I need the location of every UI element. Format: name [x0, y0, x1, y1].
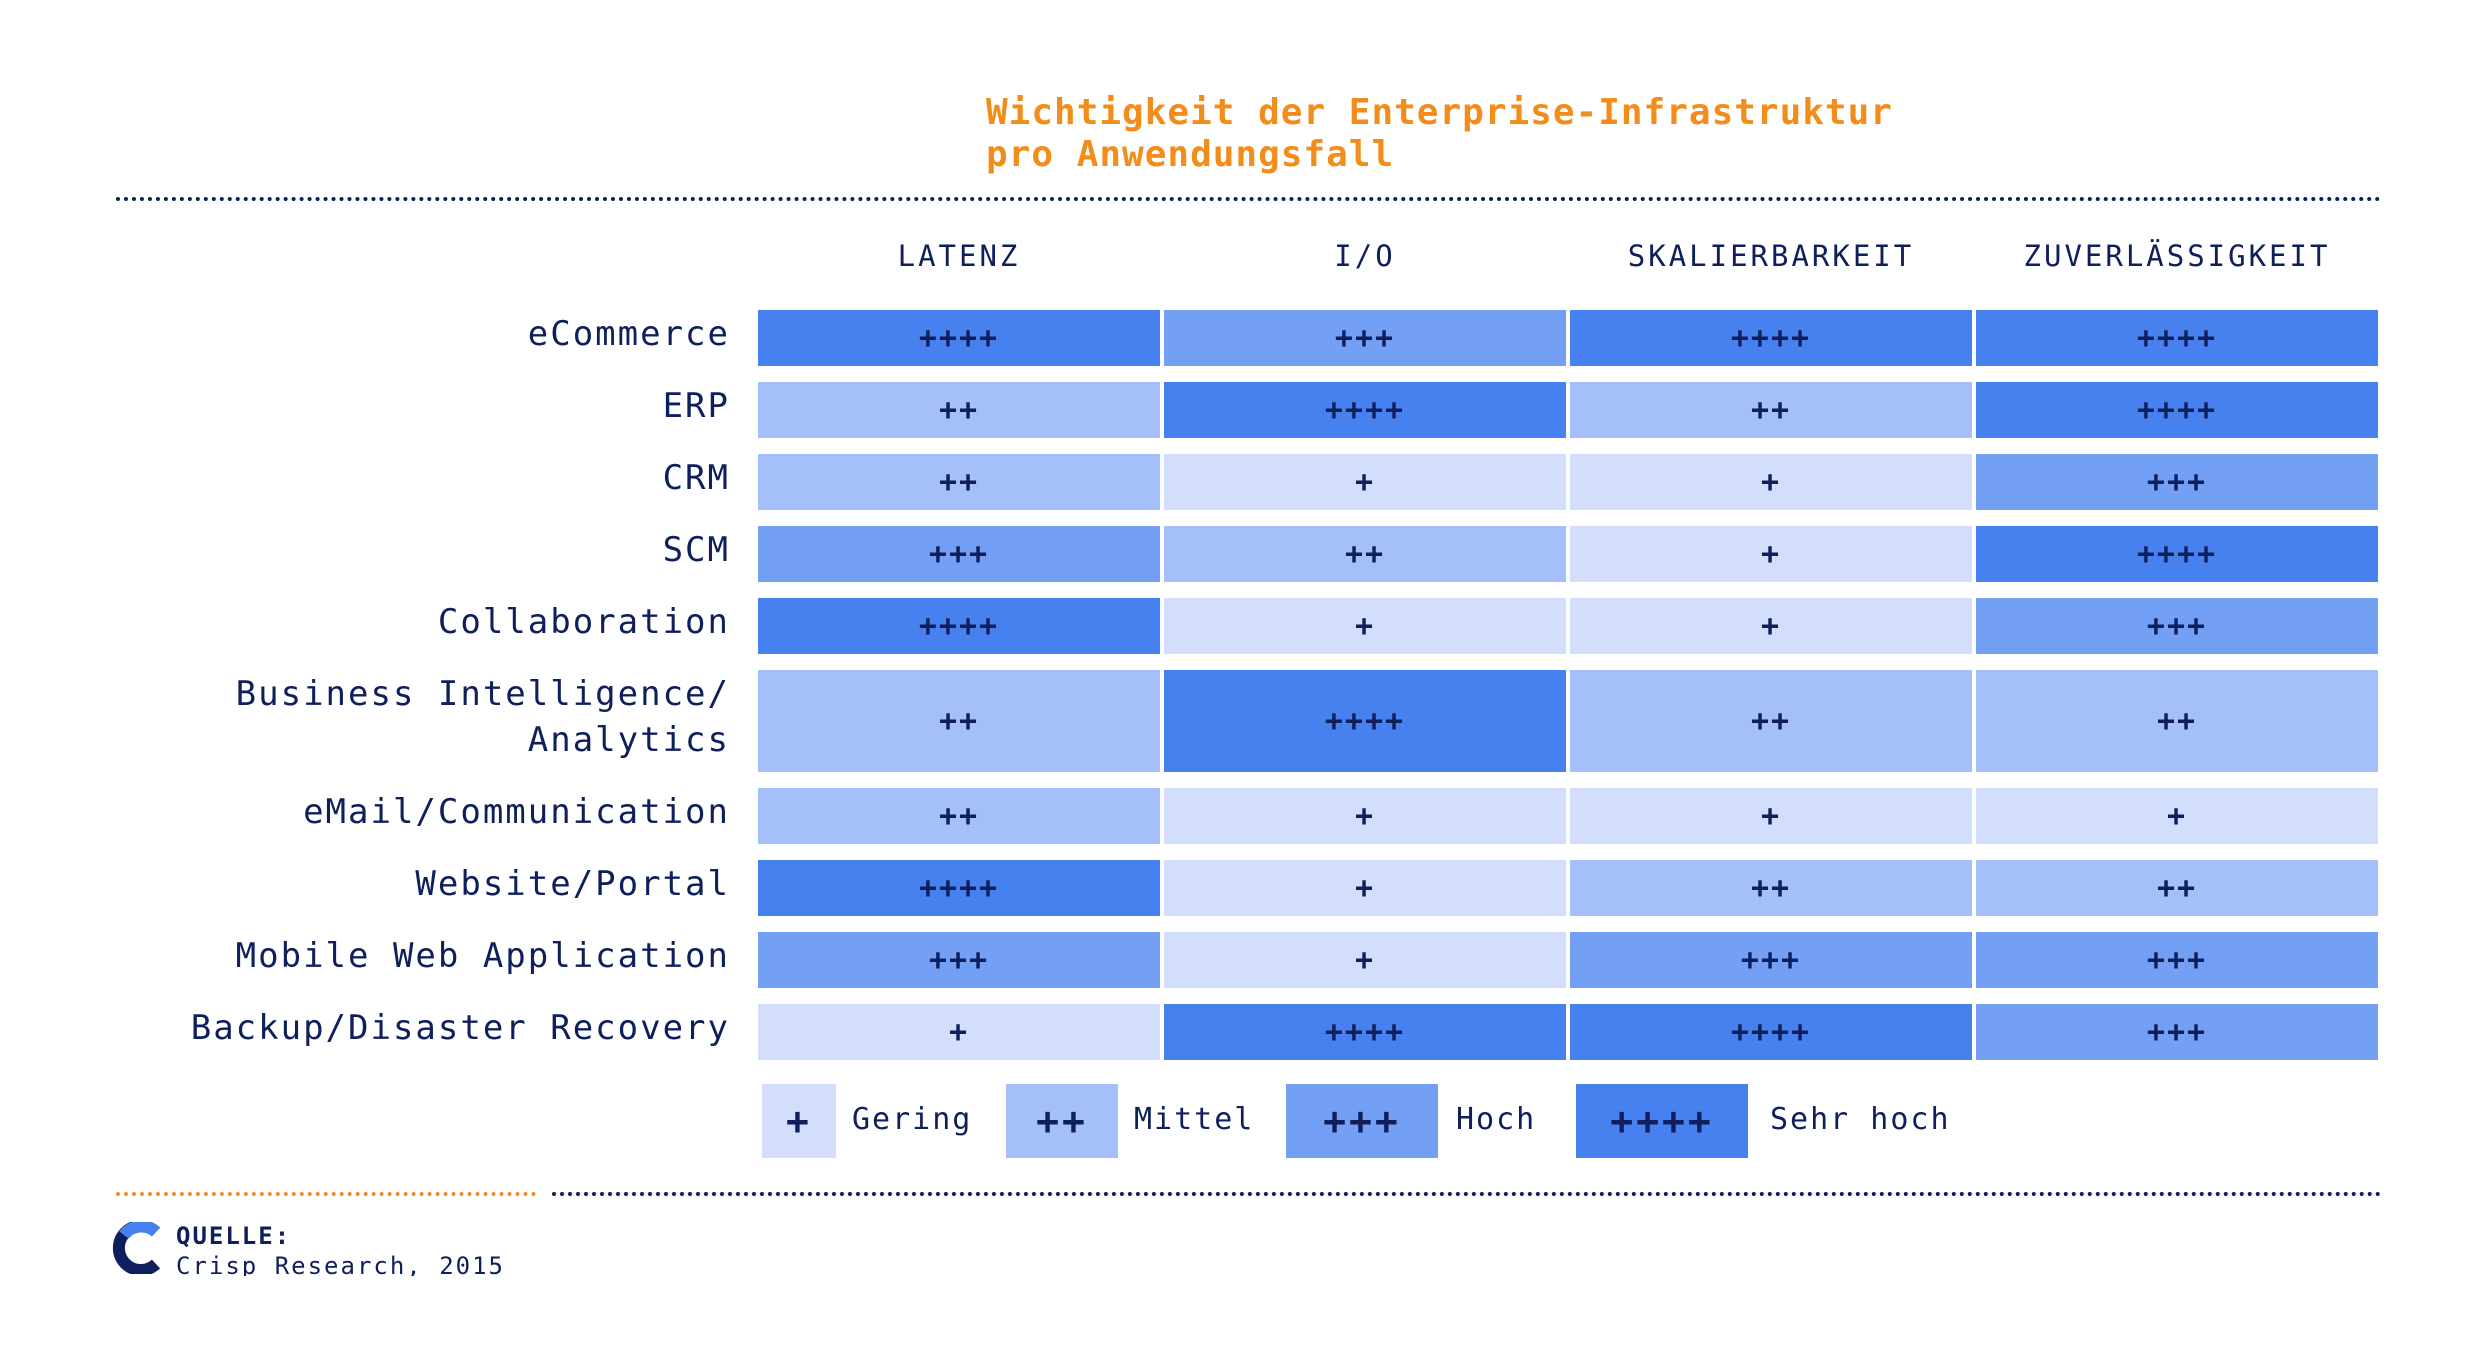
table-cell: ++ [758, 454, 1160, 510]
row-label-line: ERP [662, 386, 730, 426]
row-label-line: Analytics [527, 720, 730, 760]
table-cell: + [1976, 788, 2378, 844]
table-cell: +++ [758, 932, 1160, 988]
column-header: ZUVERLÄSSIGKEIT [2023, 239, 2331, 273]
table-cell: ++++ [1570, 310, 1972, 366]
legend-label: Hoch [1456, 1102, 1537, 1137]
row-label-line: eMail/Communication [303, 792, 730, 832]
bottom-divider [552, 1192, 2382, 1196]
row-label-line: SCM [662, 530, 730, 570]
top-divider [116, 197, 2382, 201]
legend-swatch: +++ [1286, 1084, 1438, 1158]
table-cell: + [1164, 454, 1566, 510]
table-cell: ++++ [1570, 1004, 1972, 1060]
table-cell: ++ [758, 382, 1160, 438]
row-label: ERP [663, 383, 730, 429]
row-label-line: CRM [662, 458, 730, 498]
table-cell: + [1570, 526, 1972, 582]
table-cell: + [1164, 598, 1566, 654]
chart-title: Wichtigkeit der Enterprise-Infrastruktur… [986, 92, 1893, 176]
table-cell: ++++ [1976, 310, 2378, 366]
table-cell: ++++ [1164, 382, 1566, 438]
legend-swatch: + [762, 1084, 836, 1158]
row-label: Website/Portal [415, 861, 730, 907]
table-cell: ++ [758, 788, 1160, 844]
row-label: Collaboration [438, 599, 730, 645]
table-cell: ++ [1976, 670, 2378, 772]
crisp-c-logo-icon [112, 1222, 160, 1274]
table-cell: + [1164, 788, 1566, 844]
column-header: LATENZ [897, 239, 1021, 273]
row-label-line: Mobile Web Application [235, 936, 730, 976]
table-cell: + [1570, 454, 1972, 510]
table-cell: +++ [1976, 454, 2378, 510]
table-cell: + [1570, 598, 1972, 654]
table-cell: ++++ [758, 860, 1160, 916]
table-cell: +++ [1976, 1004, 2378, 1060]
source-text: Crisp Research, 2015 [176, 1252, 505, 1276]
table-cell: ++++ [1164, 670, 1566, 772]
chart-title-line-2: pro Anwendungsfall [986, 134, 1395, 175]
legend-swatch: ++ [1006, 1084, 1118, 1158]
column-header: I/O [1334, 239, 1396, 273]
row-label: Backup/Disaster Recovery [191, 1005, 730, 1051]
table-cell: ++ [1570, 382, 1972, 438]
bottom-divider-accent [116, 1192, 536, 1196]
table-cell: ++ [1976, 860, 2378, 916]
table-cell: + [758, 1004, 1160, 1060]
table-cell: + [1570, 788, 1972, 844]
table-cell: ++ [1570, 860, 1972, 916]
table-cell: +++ [758, 526, 1160, 582]
table-cell: +++ [1976, 598, 2378, 654]
legend-label: Sehr hoch [1770, 1102, 1951, 1137]
table-cell: + [1164, 860, 1566, 916]
table-cell: +++ [1164, 310, 1566, 366]
row-label: Business Intelligence/Analytics [236, 671, 730, 763]
row-label-line: Backup/Disaster Recovery [190, 1008, 730, 1048]
table-cell: ++ [1570, 670, 1972, 772]
table-cell: ++++ [758, 310, 1160, 366]
row-label-line: eCommerce [527, 314, 730, 354]
table-cell: ++++ [1976, 526, 2378, 582]
table-cell: ++ [1164, 526, 1566, 582]
table-cell: +++ [1570, 932, 1972, 988]
table-cell: ++++ [758, 598, 1160, 654]
row-label: eMail/Communication [303, 789, 730, 835]
row-label-line: Website/Portal [415, 864, 730, 904]
source-heading: QUELLE: [176, 1222, 292, 1250]
row-label: SCM [663, 527, 730, 573]
row-label: CRM [663, 455, 730, 501]
legend-swatch: ++++ [1576, 1084, 1748, 1158]
table-cell: ++++ [1164, 1004, 1566, 1060]
chart-title-line-1: Wichtigkeit der Enterprise-Infrastruktur [986, 92, 1893, 133]
table-cell: + [1164, 932, 1566, 988]
legend-label: Gering [852, 1102, 973, 1137]
row-label: eCommerce [528, 311, 730, 357]
row-label: Mobile Web Application [236, 933, 730, 979]
row-label-line: Collaboration [437, 602, 730, 642]
table-cell: +++ [1976, 932, 2378, 988]
row-label-line: Business Intelligence/ [235, 674, 730, 714]
table-cell: ++++ [1976, 382, 2378, 438]
legend-label: Mittel [1134, 1102, 1255, 1137]
table-cell: ++ [758, 670, 1160, 772]
column-header: SKALIERBARKEIT [1627, 239, 1915, 273]
